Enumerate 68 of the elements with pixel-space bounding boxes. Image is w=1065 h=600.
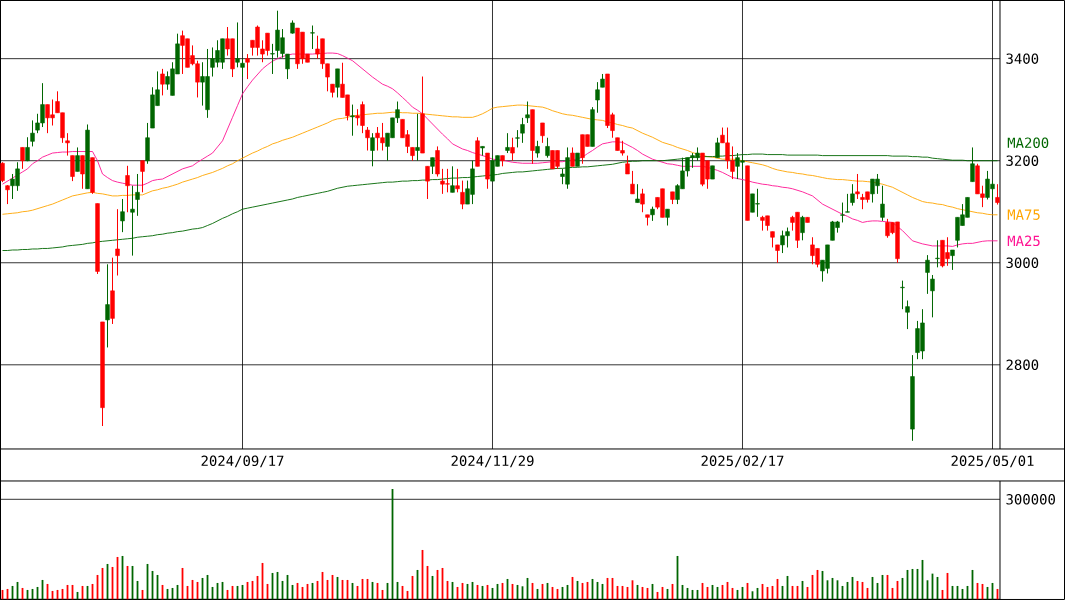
candlestick xyxy=(845,193,850,213)
candlestick xyxy=(365,126,370,152)
candlestick xyxy=(930,274,935,318)
candlestick xyxy=(850,183,855,207)
candlestick xyxy=(160,68,165,96)
candlestick xyxy=(310,25,315,50)
candlestick xyxy=(370,132,375,167)
candlestick xyxy=(950,249,955,271)
candlestick xyxy=(925,254,930,295)
series-label: MA25 xyxy=(1007,235,1040,247)
x-tick-label: 2024/09/17 xyxy=(201,455,284,468)
candlestick xyxy=(880,185,885,222)
candlestick xyxy=(640,188,645,213)
candlestick xyxy=(525,101,530,124)
candlestick xyxy=(570,146,575,167)
candlestick xyxy=(125,165,130,213)
candlestick xyxy=(995,183,1000,206)
y-tick-label: 3400 xyxy=(1006,53,1039,64)
candlestick xyxy=(900,280,905,310)
candlestick xyxy=(435,145,440,178)
x-tick-label: 2025/05/01 xyxy=(951,455,1034,468)
candlestick xyxy=(80,155,85,190)
y-tick-label: 3200 xyxy=(1006,155,1039,166)
candlestick xyxy=(540,122,545,144)
candlestick xyxy=(520,117,525,144)
series-label: MA75 xyxy=(1007,209,1040,220)
candlestick xyxy=(245,53,250,80)
candlestick xyxy=(840,202,845,223)
candlestick xyxy=(240,58,245,78)
candlestick xyxy=(545,137,550,159)
candlestick xyxy=(415,113,420,162)
candlestick xyxy=(460,180,465,210)
candlestick xyxy=(20,146,25,170)
candlestick xyxy=(30,119,35,147)
y-tick-label: 3000 xyxy=(1006,257,1039,269)
candlestick xyxy=(625,155,630,175)
candlestick xyxy=(140,160,145,193)
candlestick xyxy=(70,155,75,182)
candlestick xyxy=(235,21,240,68)
candlestick xyxy=(425,165,430,200)
candlestick xyxy=(935,239,940,268)
candlestick xyxy=(270,43,275,75)
candlestick xyxy=(65,132,70,157)
candlestick xyxy=(0,161,5,183)
candlestick xyxy=(635,183,640,204)
x-tick-label: 2024/11/29 xyxy=(451,455,534,468)
candlestick xyxy=(455,168,460,193)
candlestick xyxy=(510,137,515,162)
x-tick-label: 2025/02/17 xyxy=(701,455,784,468)
y-tick-label: 300000 xyxy=(1006,494,1055,505)
candlestick xyxy=(105,263,110,348)
candlestick xyxy=(350,104,355,137)
candlestick xyxy=(135,173,140,217)
candlestick xyxy=(855,173,860,200)
series-label: MA200 xyxy=(1007,137,1049,149)
candlestick xyxy=(5,184,10,205)
candlestick xyxy=(630,170,635,195)
candlestick xyxy=(595,81,600,114)
candlestick xyxy=(335,68,340,98)
candlestick xyxy=(450,165,455,193)
candlestick xyxy=(115,208,120,277)
candlestick xyxy=(800,215,805,241)
candlestick xyxy=(145,122,150,165)
candlestick xyxy=(120,198,125,233)
candlestick xyxy=(75,146,80,172)
y-tick-label: 2800 xyxy=(1006,359,1039,371)
candlestick xyxy=(505,132,510,154)
candlestick xyxy=(905,300,910,330)
